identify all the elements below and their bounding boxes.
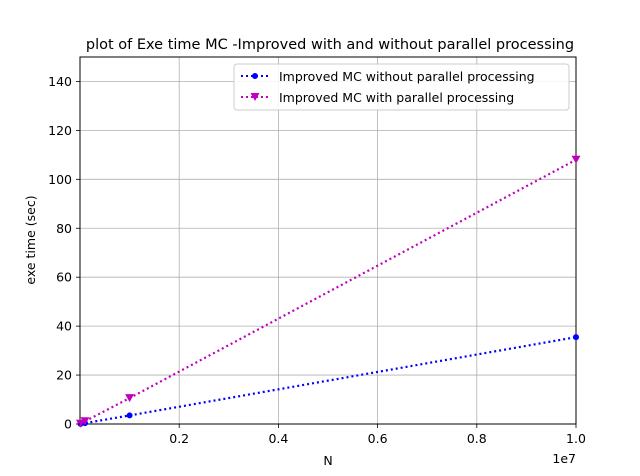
y-axis-label: exe time (sec) (23, 195, 38, 284)
legend-label-with-parallel: Improved MC with parallel processing (279, 90, 514, 105)
y-tick-label: 40 (56, 319, 72, 334)
grid-lines (80, 57, 577, 425)
data-point (75, 419, 85, 428)
y-tick-label: 100 (48, 172, 72, 187)
x-tick-label: 1.0 (566, 431, 586, 446)
x-tick-label: 0.8 (467, 431, 487, 446)
legend-marker-without-parallel (252, 73, 258, 79)
chart-title: plot of Exe time MC -Improved with and w… (86, 37, 574, 53)
y-tick-label: 60 (56, 270, 72, 285)
x-axis-offset-label: 1e7 (552, 451, 576, 466)
legend: Improved MC without parallel processing … (233, 63, 570, 111)
y-tick-label: 80 (56, 221, 72, 236)
series-layer (75, 155, 581, 428)
x-axis-ticks: 0.2 0.4 0.6 0.8 1.0 (169, 424, 586, 446)
y-tick-label: 140 (48, 74, 72, 89)
x-tick-label: 0.4 (268, 431, 288, 446)
y-tick-label: 0 (64, 417, 72, 432)
series-line-0 (80, 336, 577, 425)
data-point (80, 417, 90, 426)
x-tick-label: 0.2 (169, 431, 189, 446)
y-tick-label: 20 (56, 368, 72, 383)
data-point (571, 155, 581, 164)
series-line-1 (79, 158, 577, 425)
x-tick-label: 0.6 (368, 431, 388, 446)
legend-marker-with-parallel (250, 93, 260, 101)
plot-area-frame (79, 56, 577, 425)
y-tick-label: 120 (48, 123, 72, 138)
legend-label-without-parallel: Improved MC without parallel processing (279, 69, 535, 84)
y-axis-ticks: 0 20 40 60 80 100 120 140 (48, 74, 80, 432)
data-point (573, 334, 579, 341)
legend-box (233, 63, 570, 111)
x-axis-label: N (323, 453, 332, 468)
data-point (125, 394, 135, 403)
data-point (126, 412, 133, 419)
